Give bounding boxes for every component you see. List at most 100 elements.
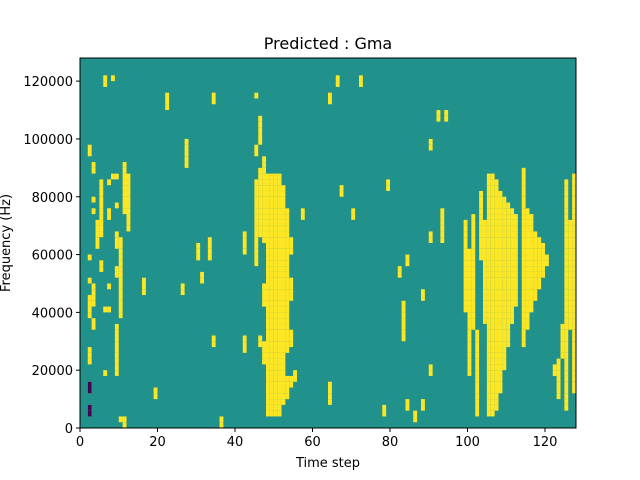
heatmap-cell-high <box>254 185 259 191</box>
heatmap-cell-high <box>196 248 201 255</box>
heatmap-cell-high <box>467 283 472 290</box>
heatmap-cell-high <box>506 266 511 272</box>
heatmap-cell-high <box>277 225 282 232</box>
heatmap-cell-high <box>483 283 487 290</box>
heatmap-cell-high <box>490 352 495 359</box>
heatmap-cell-high <box>262 300 266 307</box>
heatmap-cell-high <box>114 231 119 238</box>
heatmap-cell-high <box>386 185 390 191</box>
heatmap-cell-high <box>463 219 468 226</box>
heatmap-cell-high <box>281 254 286 261</box>
heatmap-cell-high <box>277 248 282 255</box>
heatmap-cell-high <box>502 214 507 220</box>
heatmap-cell-high <box>273 410 278 417</box>
heatmap-cell-high <box>529 266 534 272</box>
heatmap-cell-high <box>273 208 278 215</box>
heatmap-cell-high <box>541 271 545 278</box>
heatmap-cell-high <box>114 329 119 336</box>
heatmap-cell-high <box>258 190 263 197</box>
heatmap-cell-high <box>114 364 119 371</box>
heatmap-cell-high <box>471 271 476 278</box>
heatmap-cell-high <box>494 295 499 301</box>
heatmap-cell-high <box>529 306 534 313</box>
heatmap-cell-high <box>126 196 131 203</box>
heatmap-cell-high <box>533 237 538 243</box>
heatmap-cell-high <box>502 341 507 348</box>
heatmap-cell-high <box>114 271 119 278</box>
heatmap-cell-high <box>521 167 526 174</box>
heatmap-cell-high <box>514 225 518 232</box>
heatmap-cell-high <box>490 173 495 180</box>
heatmap-cell-high <box>285 219 290 226</box>
heatmap-cell-high <box>572 219 576 226</box>
heatmap-cell-high <box>572 347 576 353</box>
heatmap-cell-high <box>285 208 290 215</box>
heatmap-cell-high <box>560 347 565 353</box>
heatmap-cell-high <box>269 190 274 197</box>
heatmap-cell-high <box>494 254 499 261</box>
heatmap-cell-high <box>184 138 189 145</box>
heatmap-cell-high <box>521 185 526 191</box>
heatmap-cell-high <box>180 289 185 296</box>
heatmap-cell-high <box>514 300 518 307</box>
heatmap-cell-high <box>529 271 534 278</box>
heatmap-cell-high <box>269 277 274 284</box>
heatmap-cell-high <box>269 225 274 232</box>
heatmap-cell-high <box>498 370 503 376</box>
heatmap-cell-high <box>483 277 487 284</box>
heatmap-cell-high <box>506 329 511 336</box>
heatmap-cell-high <box>111 173 115 180</box>
heatmap-cell-high <box>269 352 274 359</box>
heatmap-cell-low <box>87 387 92 394</box>
heatmap-cell-high <box>467 335 472 342</box>
heatmap-cell-high <box>537 283 542 290</box>
heatmap-cell-high <box>273 260 278 267</box>
heatmap-cell-high <box>281 381 286 388</box>
heatmap-cell-high <box>328 381 332 388</box>
heatmap-cell-high <box>277 266 282 272</box>
heatmap-cell-high <box>401 323 406 330</box>
heatmap-cell-high <box>258 231 263 238</box>
heatmap-cell-high <box>277 387 282 394</box>
heatmap-cell-high <box>87 312 92 319</box>
heatmap-cell-high <box>266 173 270 180</box>
heatmap-cell-high <box>494 358 499 365</box>
heatmap-cell-high <box>572 225 576 232</box>
heatmap-cell-high <box>273 214 278 220</box>
heatmap-cell-high <box>118 312 123 319</box>
heatmap-cell-high <box>486 370 491 376</box>
heatmap-cell-high <box>467 358 472 365</box>
heatmap-cell-high <box>328 399 332 405</box>
heatmap-cell-high <box>490 410 495 417</box>
heatmap-cell-high <box>479 225 483 232</box>
heatmap-cell-high <box>254 214 259 220</box>
heatmap-cell-high <box>572 266 576 272</box>
heatmap-cell-high <box>533 243 538 249</box>
heatmap-cell-high <box>118 283 123 290</box>
heatmap-cell-high <box>258 133 263 139</box>
heatmap-cell-high <box>444 110 449 116</box>
heatmap-cell-high <box>281 289 286 296</box>
heatmap-cell-high <box>200 277 204 284</box>
heatmap-cell-high <box>467 352 472 359</box>
heatmap-cell-high <box>564 364 569 371</box>
heatmap-cell-high <box>498 190 503 197</box>
heatmap-cell-high <box>572 196 576 203</box>
heatmap-cell-high <box>498 312 503 319</box>
heatmap-cell-high <box>490 387 495 394</box>
heatmap-cell-high <box>269 283 274 290</box>
x-axis-ticks: 0 20 40 60 80 100 120 <box>76 428 557 450</box>
heatmap-cell-high <box>471 254 476 261</box>
heatmap-cell-high <box>269 271 274 278</box>
heatmap-cell-high <box>273 312 278 319</box>
heatmap-cell-high <box>494 190 499 197</box>
heatmap-cell-high <box>273 231 278 238</box>
heatmap-cell-high <box>258 225 263 232</box>
heatmap-cell-high <box>521 341 526 348</box>
heatmap-cell-high <box>207 248 212 255</box>
heatmap-cell-high <box>328 98 332 105</box>
heatmap-cell-high <box>269 358 274 365</box>
heatmap-cell-high <box>467 295 472 301</box>
heatmap-cell-high <box>273 399 278 405</box>
heatmap-cell-high <box>502 306 507 313</box>
